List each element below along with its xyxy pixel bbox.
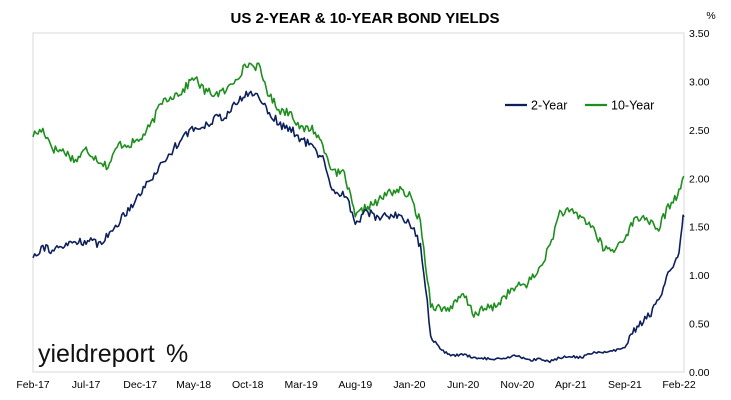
y-tick-label: 0.00 bbox=[689, 367, 710, 379]
x-tick-label: Nov-20 bbox=[500, 379, 534, 391]
y-tick-label: 1.00 bbox=[689, 270, 710, 282]
x-tick-label: Apr-21 bbox=[555, 379, 587, 391]
y-tick-label: 3.00 bbox=[689, 76, 710, 88]
y-tick-label: 1.50 bbox=[689, 222, 710, 234]
x-tick-label: Feb-17 bbox=[16, 379, 49, 391]
x-tick-labels: Feb-17 Jul-17 Dec-17 May-18 Oct-18 Mar-19 Aug-… bbox=[16, 379, 695, 391]
x-tick-label: Oct-18 bbox=[232, 379, 264, 391]
y-tick-label: 2.00 bbox=[689, 173, 710, 185]
series-line-10-year bbox=[32, 62, 685, 318]
logo-wordmark: yieldreport bbox=[38, 340, 155, 368]
x-tick-label: Aug-19 bbox=[338, 379, 372, 391]
logo-percent-top: % bbox=[166, 340, 188, 368]
chart-title: US 2-YEAR & 10-YEAR BOND YIELDS bbox=[231, 10, 500, 27]
x-tick-label: Jun-20 bbox=[447, 379, 479, 391]
x-tick-label: Sep-21 bbox=[608, 379, 642, 391]
y-tick-label: 3.50 bbox=[689, 28, 710, 40]
plot-frame bbox=[32, 32, 685, 373]
y-tick-labels: 0.00 0.50 1.00 1.50 2.00 2.50 3.00 3.50 bbox=[689, 28, 710, 379]
x-tick-label: Jan-20 bbox=[393, 379, 425, 391]
logo-percent-bottom: % bbox=[166, 340, 188, 368]
legend-label: 10-Year bbox=[611, 99, 654, 113]
x-tick-label: Feb-22 bbox=[662, 379, 695, 391]
y-axis-unit: % bbox=[706, 10, 715, 22]
x-tick-label: May-18 bbox=[176, 379, 211, 391]
yieldreport-logo: yieldreport % % bbox=[38, 340, 188, 368]
y-tick-label: 2.50 bbox=[689, 125, 710, 137]
legend-label: 2-Year bbox=[531, 99, 567, 113]
legend: 2-Year 10-Year bbox=[505, 99, 654, 113]
x-tick-label: Jul-17 bbox=[72, 379, 101, 391]
series-layer bbox=[32, 62, 685, 364]
x-tick-label: Mar-19 bbox=[285, 379, 318, 391]
y-tick-label: 0.50 bbox=[689, 319, 710, 331]
series-line-2-year bbox=[32, 90, 685, 364]
x-tick-label: Dec-17 bbox=[123, 379, 157, 391]
logo-percent-icon: % % bbox=[166, 340, 188, 368]
